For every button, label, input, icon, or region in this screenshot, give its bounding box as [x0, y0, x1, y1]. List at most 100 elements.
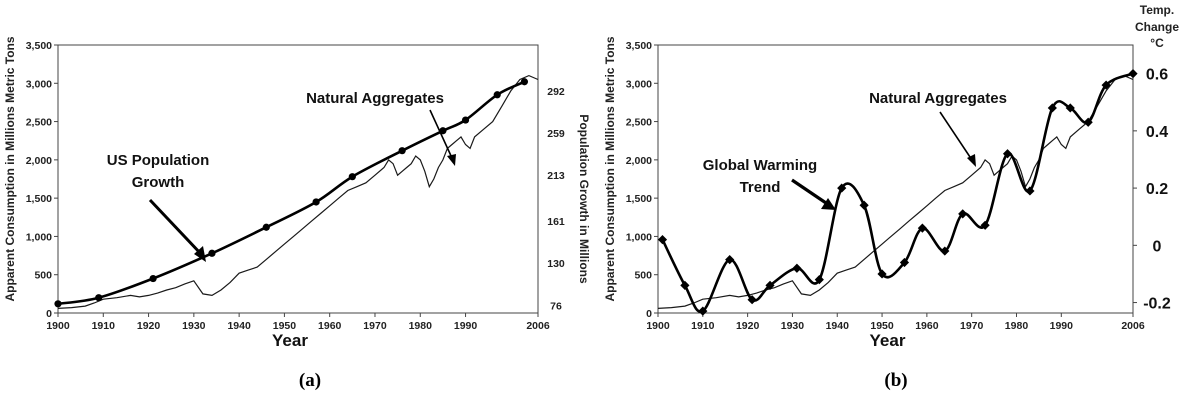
y-tick-label: 2,000	[26, 155, 52, 167]
x-tick-label: 1980	[409, 320, 433, 332]
data-point-temperature	[1065, 103, 1075, 113]
data-point-population	[398, 147, 406, 155]
right-tick-label: 130	[547, 258, 565, 270]
x-tick-label: 1900	[46, 320, 70, 332]
data-point-population	[208, 249, 216, 257]
data-point-temperature	[792, 263, 802, 273]
x-tick-label: 1920	[137, 320, 161, 332]
data-point-temperature	[725, 255, 735, 265]
right-tick-label: 161	[547, 216, 565, 228]
right-tick-label: 213	[547, 170, 565, 182]
data-point-temperature	[859, 200, 869, 210]
annotation-global-warming: Global Warming	[703, 157, 817, 174]
annotation-arrow	[429, 109, 453, 159]
right-tick-label: 292	[547, 86, 565, 98]
x-tick-label: 1960	[915, 320, 939, 332]
data-point-temperature	[747, 295, 757, 305]
right-tick-label: 259	[547, 128, 565, 140]
data-point-temperature	[1002, 149, 1013, 159]
x-axis-title: Year	[870, 331, 906, 350]
data-point-temperature	[765, 280, 775, 290]
right-axis-title: Temp.	[1140, 3, 1174, 17]
data-point-temperature	[917, 223, 927, 233]
right-tick-label: 0.4	[1146, 124, 1168, 141]
x-tick-label: 2006	[526, 320, 550, 332]
data-point-temperature	[680, 280, 690, 290]
data-point-temperature	[940, 246, 950, 256]
y-tick-label: 1,500	[26, 193, 52, 205]
plot-frame	[657, 44, 1134, 314]
y-tick-label: 2,500	[626, 117, 652, 129]
right-axis-title: °C	[1150, 36, 1164, 50]
y-tick-label: 3,500	[26, 40, 52, 52]
right-tick-label: 0.6	[1146, 67, 1168, 84]
x-tick-label: 1940	[826, 320, 850, 332]
annotation-us-population: Growth	[132, 174, 185, 191]
x-tick-label: 1930	[182, 320, 206, 332]
right-tick-label: 76	[550, 300, 562, 312]
data-point-temperature	[657, 234, 668, 245]
data-point-population	[149, 274, 157, 283]
x-tick-label: 1940	[227, 320, 251, 332]
data-point-temperature	[1128, 69, 1138, 79]
y-tick-label: 3,000	[26, 78, 52, 90]
annotation-arrowhead	[967, 154, 976, 167]
x-tick-label: 1900	[646, 320, 670, 332]
series-line-natural-aggregates	[57, 74, 539, 309]
data-point-temperature	[698, 306, 708, 316]
y-tick-label: 500	[34, 270, 52, 282]
y-tick-label: 1,000	[26, 231, 52, 243]
y-tick-label: 500	[634, 270, 652, 282]
annotation-natural-aggregates: Natural Aggregates	[306, 90, 444, 107]
data-point-population	[520, 78, 529, 86]
series-line-us-population	[57, 80, 525, 306]
annotation-arrowhead	[447, 154, 456, 166]
panel-label: (a)	[299, 370, 321, 391]
right-axis-title: Population Growth in Millions	[577, 114, 591, 284]
x-tick-label: 1990	[454, 320, 478, 332]
x-tick-label: 1990	[1050, 320, 1074, 332]
y-tick-label: 2,000	[626, 155, 652, 167]
x-tick-label: 1920	[736, 320, 760, 332]
data-point-population	[262, 223, 270, 231]
plot-frame	[57, 44, 539, 314]
annotation-arrow	[791, 178, 827, 205]
x-tick-label: 2006	[1121, 320, 1145, 332]
annotation-us-population: US Population	[107, 152, 210, 169]
x-tick-label: 1910	[92, 320, 116, 332]
data-point-temperature	[814, 275, 824, 285]
annotation-arrow	[939, 111, 973, 161]
right-tick-label: 0	[1153, 238, 1162, 255]
x-tick-label: 1950	[273, 320, 297, 332]
y-tick-label: 3,500	[626, 40, 652, 52]
data-point-population	[461, 116, 470, 124]
series-line-global-warming	[661, 72, 1134, 314]
y-tick-label: 3,000	[626, 78, 652, 90]
x-tick-label: 1960	[318, 320, 342, 332]
data-point-temperature	[1083, 117, 1093, 127]
annotation-arrowhead	[194, 246, 206, 262]
data-point-temperature	[958, 209, 968, 219]
chart-panel-a: 0 500 1,000 1,500 2,000 2,500 3,000 3,500 1900 19…	[3, 36, 591, 391]
y-tick-label: 1,500	[626, 193, 652, 205]
y-tick-label: 1,000	[626, 231, 652, 243]
x-tick-label: 1970	[363, 320, 387, 332]
right-tick-label: -0.2	[1143, 296, 1171, 313]
data-point-population	[54, 300, 62, 308]
y-tick-label: 0	[46, 308, 52, 320]
data-point-population	[493, 91, 501, 99]
x-tick-label: 1910	[691, 320, 715, 332]
annotation-arrow	[148, 198, 204, 257]
right-tick-label: 0.2	[1146, 181, 1168, 198]
x-tick-label: 1950	[870, 320, 894, 332]
data-point-temperature	[1047, 103, 1057, 113]
x-tick-label: 1980	[1005, 320, 1029, 332]
data-point-population	[95, 294, 103, 302]
data-point-temperature	[837, 183, 847, 193]
y-tick-label: 0	[646, 308, 652, 320]
x-axis-title: Year	[272, 331, 308, 350]
data-point-population	[348, 173, 356, 181]
annotation-natural-aggregates: Natural Aggregates	[869, 90, 1007, 107]
